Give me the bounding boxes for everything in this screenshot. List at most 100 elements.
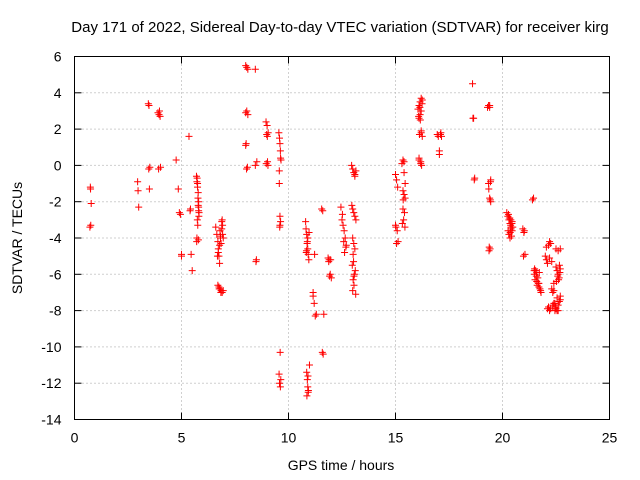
data-point	[399, 205, 407, 213]
data-point	[416, 103, 424, 111]
data-point	[348, 261, 356, 269]
data-point	[486, 102, 494, 110]
y-tick-label: -2	[49, 194, 62, 210]
y-tick-label: 2	[54, 121, 62, 137]
data-point	[243, 165, 251, 173]
data-point	[399, 196, 407, 204]
data-point	[508, 219, 516, 227]
data-point	[176, 210, 184, 218]
data-point	[320, 310, 328, 318]
data-point	[304, 250, 312, 258]
data-point	[393, 176, 401, 184]
data-point	[188, 267, 196, 275]
data-point	[348, 161, 356, 169]
data-point	[485, 247, 493, 255]
data-point	[276, 147, 284, 155]
data-point	[319, 207, 327, 215]
data-point	[251, 65, 259, 73]
data-point	[304, 386, 312, 394]
data-point	[537, 287, 545, 295]
data-point	[263, 121, 271, 129]
data-point	[154, 109, 162, 117]
data-point	[543, 259, 551, 267]
data-point	[528, 196, 536, 204]
data-point	[400, 158, 408, 166]
x-tick-label: 25	[602, 430, 618, 446]
data-point	[327, 256, 335, 264]
data-point	[219, 221, 227, 229]
data-point	[534, 279, 542, 287]
data-point	[318, 348, 326, 356]
data-point	[485, 185, 493, 193]
data-point	[401, 194, 409, 202]
data-point	[418, 100, 426, 108]
data-point	[144, 100, 152, 108]
data-point	[519, 252, 527, 260]
data-point	[303, 368, 311, 376]
data-point	[555, 298, 563, 306]
data-point	[394, 238, 402, 246]
data-point	[305, 256, 313, 264]
data-point	[135, 203, 143, 211]
data-point	[519, 225, 527, 233]
data-point	[350, 272, 358, 280]
data-point	[337, 203, 345, 211]
data-point	[435, 151, 443, 159]
data-point	[275, 180, 283, 188]
data-point	[437, 129, 445, 137]
data-point	[340, 238, 348, 246]
data-point	[417, 94, 425, 102]
data-point	[277, 218, 285, 226]
y-tick-label: -10	[41, 339, 61, 355]
data-point	[86, 183, 94, 191]
x-tick-label: 5	[178, 430, 186, 446]
x-tick-label: 10	[281, 430, 297, 446]
data-point	[351, 212, 359, 220]
data-point	[393, 227, 401, 235]
data-point	[349, 250, 357, 258]
data-point	[532, 272, 540, 280]
data-point	[400, 209, 408, 217]
data-point	[276, 348, 284, 356]
y-tick-label: -14	[41, 412, 61, 428]
data-point	[351, 170, 359, 178]
data-point	[552, 263, 560, 271]
data-point	[214, 249, 222, 257]
data-point	[352, 216, 360, 224]
data-point	[194, 236, 202, 244]
y-tick-labels: -14 -12 -10 -8 -6 -4 -2 0 2 4 6	[41, 49, 61, 428]
data-point	[556, 245, 564, 253]
data-point	[276, 212, 284, 220]
data-point	[215, 285, 223, 293]
data-point	[276, 221, 284, 229]
data-point	[311, 312, 319, 320]
data-point	[552, 278, 560, 286]
data-point	[305, 229, 313, 237]
data-point	[438, 132, 446, 140]
data-point	[275, 167, 283, 175]
data-point	[86, 223, 94, 231]
y-tick-label: -12	[41, 375, 61, 391]
data-point	[304, 234, 312, 242]
data-point	[550, 287, 558, 295]
data-point	[417, 107, 425, 115]
data-point	[275, 129, 283, 137]
data-point	[216, 259, 224, 267]
data-point	[243, 107, 251, 115]
data-point	[263, 131, 271, 139]
data-point	[194, 221, 202, 229]
data-point	[302, 225, 310, 233]
data-point	[349, 276, 357, 284]
data-point	[340, 227, 348, 235]
data-point	[339, 221, 347, 229]
data-point	[341, 249, 349, 257]
data-point	[194, 194, 202, 202]
data-point	[277, 154, 285, 162]
data-point	[504, 227, 512, 235]
data-point	[262, 118, 270, 126]
data-point	[542, 256, 550, 264]
data-point	[546, 254, 554, 262]
data-point	[172, 156, 180, 164]
y-tick-label: -6	[49, 266, 62, 282]
data-point	[536, 285, 544, 293]
